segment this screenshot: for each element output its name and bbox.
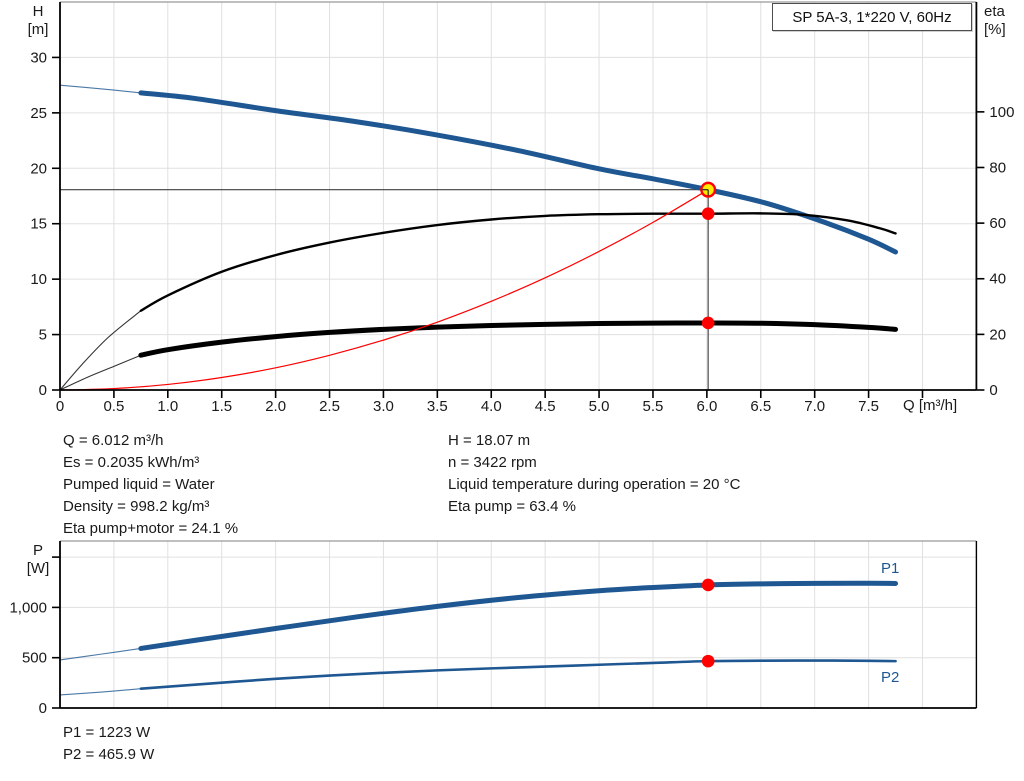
p1-curve-leadin bbox=[59, 647, 141, 661]
info-line-eta-pump: Eta pump = 63.4 % bbox=[448, 498, 576, 515]
eta-pump-point-marker bbox=[701, 207, 715, 220]
y-left-tick-label: 25 bbox=[30, 105, 47, 122]
x-tick-label: 1.5 bbox=[211, 398, 232, 415]
x-tick-label: 7.0 bbox=[804, 398, 825, 415]
x-tick-label: 5.0 bbox=[589, 398, 610, 415]
y-right-tick-label: 60 bbox=[989, 215, 1006, 232]
eta-pump-motor-curve bbox=[138, 320, 899, 358]
eta-pump-curve bbox=[139, 212, 897, 312]
h-axis-label-symbol: H bbox=[32, 3, 44, 20]
h-axis-label-unit: [m] bbox=[27, 21, 49, 38]
y-left-tick-label: 5 bbox=[39, 327, 47, 344]
x-tick-label: 4.0 bbox=[481, 398, 502, 415]
x-tick-label: 6.5 bbox=[750, 398, 771, 415]
y-right-tick-label: 20 bbox=[989, 326, 1006, 343]
p1-readout: P1 = 1223 W bbox=[63, 724, 151, 741]
p-axis-label-symbol: P bbox=[32, 542, 43, 559]
info-line-density: Density = 998.2 kg/m³ bbox=[63, 498, 210, 515]
p-axis-label: P [W] bbox=[18, 542, 58, 578]
x-tick-label: 2.5 bbox=[319, 398, 340, 415]
info-line-pumped-liquid: Pumped liquid = Water bbox=[63, 476, 215, 493]
y-right-tick-label: 100 bbox=[989, 104, 1014, 121]
x-tick-label: 4.5 bbox=[535, 398, 556, 415]
y-left-tick-label: 500 bbox=[22, 650, 47, 667]
y-right-tick-label: 40 bbox=[989, 271, 1006, 288]
power-readout-block: P1 = 1223 W P2 = 465.9 W bbox=[63, 722, 154, 766]
p2-readout: P2 = 465.9 W bbox=[63, 746, 155, 763]
pump-curve-leadin bbox=[59, 84, 141, 94]
p2-curve bbox=[139, 659, 897, 690]
q-axis-label: Q [m³/h] bbox=[903, 397, 958, 414]
y-left-tick-label: 1,000 bbox=[9, 599, 47, 616]
x-tick-label: 5.5 bbox=[643, 398, 664, 415]
eta-axis-label: eta [%] bbox=[984, 3, 1024, 39]
p2-curve-leadin bbox=[59, 688, 141, 696]
pump-model-badge: SP 5A-3, 1*220 V, 60Hz bbox=[772, 3, 972, 31]
x-tick-label: 0 bbox=[56, 398, 64, 415]
h-axis-label: H [m] bbox=[18, 3, 58, 39]
y-right-tick-label: 0 bbox=[989, 382, 997, 399]
x-tick-label: 6.0 bbox=[696, 398, 717, 415]
y-left-tick-label: 0 bbox=[39, 700, 47, 717]
p2-series-label: P2 bbox=[881, 669, 900, 686]
info-line-liquid-temperature: Liquid temperature during operation = 20… bbox=[448, 476, 741, 493]
x-tick-label: 7.5 bbox=[858, 398, 879, 415]
eta-pump-motor-point-marker bbox=[701, 316, 715, 330]
hq-eta-chart: 0 5 10 15 20 25 30 0 20 40 60 80 100 0 0.5 1.0 1.5 2.0 2.5… bbox=[30, 1, 1014, 415]
x-tick-label: 0.5 bbox=[103, 398, 124, 415]
x-tick-label: 2.0 bbox=[265, 398, 286, 415]
info-line-eta-pump-motor: Eta pump+motor = 24.1 % bbox=[63, 520, 239, 537]
x-tick-label: 3.5 bbox=[427, 398, 448, 415]
y-left-tick-label: 15 bbox=[30, 216, 47, 233]
p-axis-label-unit: [W] bbox=[26, 560, 50, 577]
y-right-tick-label: 80 bbox=[989, 159, 1006, 176]
operating-data-right-column: H = 18.07 m n = 3422 rpm Liquid temperat… bbox=[448, 430, 740, 518]
x-tick-label: 1.0 bbox=[157, 398, 178, 415]
eta-pump-curve-leadin bbox=[59, 310, 142, 391]
info-line-q: Q = 6.012 m³/h bbox=[63, 432, 164, 449]
power-chart: 0 500 1,000 bbox=[9, 540, 978, 717]
x-tick-label: 3.0 bbox=[373, 398, 394, 415]
p1-point-marker bbox=[701, 578, 715, 592]
p1-curve bbox=[138, 580, 899, 651]
p1-series-label: P1 bbox=[881, 560, 900, 577]
y-left-tick-label: 10 bbox=[30, 271, 47, 288]
eta-axis-label-symbol: eta bbox=[984, 3, 1005, 20]
eta-pump-motor-curve-leadin bbox=[59, 354, 142, 391]
info-line-es: Es = 0.2035 kWh/m³ bbox=[63, 454, 200, 471]
info-line-h: H = 18.07 m bbox=[448, 432, 531, 449]
info-line-n: n = 3422 rpm bbox=[448, 454, 537, 471]
y-left-tick-label: 20 bbox=[30, 160, 47, 177]
pump-curve bbox=[138, 90, 899, 255]
p2-point-marker bbox=[701, 654, 715, 668]
y-left-tick-label: 0 bbox=[39, 382, 47, 399]
duty-curve bbox=[59, 189, 709, 391]
operating-data-left-column: Q = 6.012 m³/h Es = 0.2035 kWh/m³ Pumped… bbox=[63, 430, 238, 540]
y-left-tick-label: 30 bbox=[30, 49, 47, 66]
eta-axis-label-unit: [%] bbox=[984, 21, 1006, 38]
